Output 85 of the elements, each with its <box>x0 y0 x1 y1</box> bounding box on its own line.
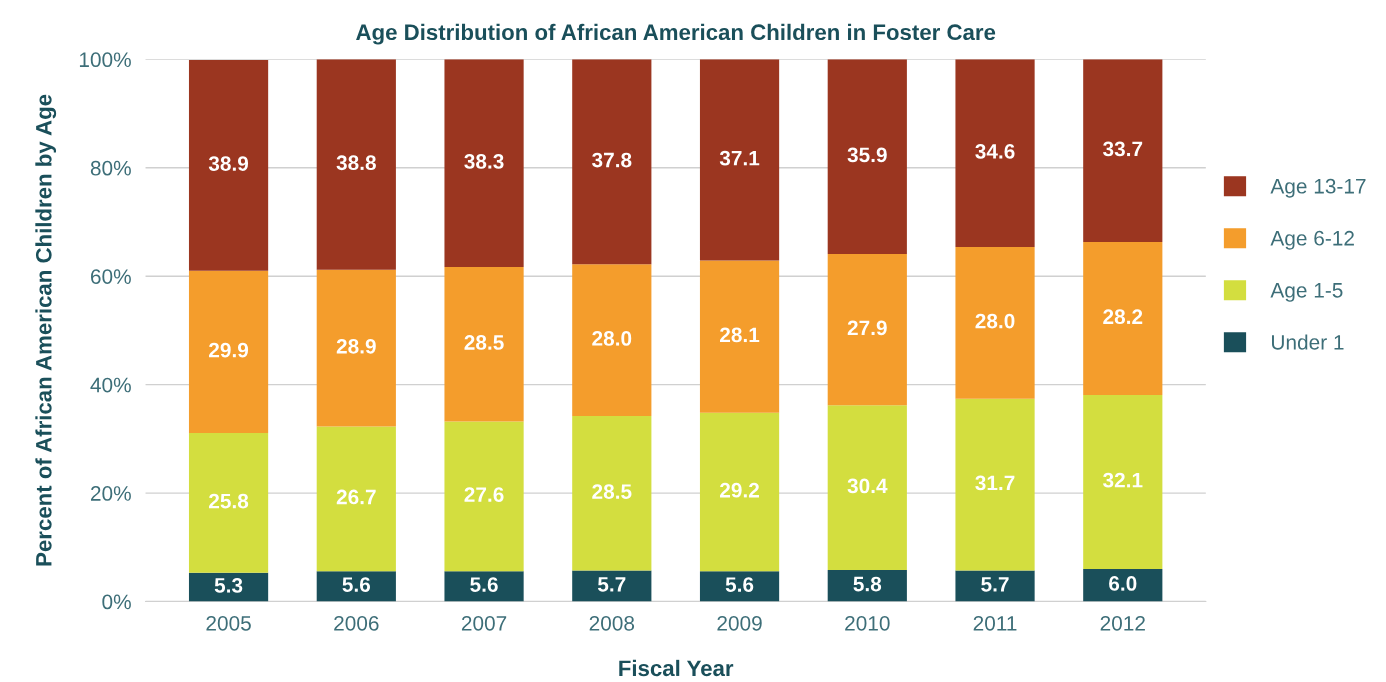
bar <box>827 405 907 571</box>
data-label: 38.9 <box>208 156 249 171</box>
x-tick-label: 2012 <box>1100 615 1145 631</box>
legend-label: Under 1 <box>1272 334 1344 350</box>
bar <box>1083 568 1163 602</box>
y-tick-label: 60% <box>91 269 131 284</box>
y-axis-title: Percent of African American Children by Age <box>35 94 57 566</box>
bar <box>572 570 652 602</box>
data-label: 28.1 <box>720 327 760 343</box>
legend-label: Age 13-17 <box>1270 178 1366 198</box>
bar <box>572 416 652 571</box>
data-label: 5.6 <box>725 577 754 592</box>
x-tick-label: 2005 <box>206 615 251 631</box>
data-label: 6.0 <box>1109 576 1137 591</box>
data-label: 38.8 <box>336 155 376 171</box>
x-axis-title: Fiscal Year <box>619 659 734 677</box>
data-label: 37.1 <box>719 150 760 166</box>
bar <box>444 571 524 602</box>
data-label: 27.9 <box>847 320 887 336</box>
bar <box>444 266 524 422</box>
bar <box>444 421 524 572</box>
x-tick-label: 2006 <box>334 615 379 631</box>
bar <box>955 570 1035 602</box>
data-label: 32.1 <box>1102 472 1143 488</box>
data-label: 28.0 <box>592 331 632 346</box>
data-label: 27.6 <box>464 487 504 502</box>
bar <box>444 59 524 267</box>
data-label: 28.2 <box>1103 309 1143 325</box>
data-label: 5.6 <box>342 577 371 592</box>
bar <box>572 59 652 265</box>
y-tick-label: 20% <box>90 486 131 501</box>
data-label: 5.6 <box>470 577 498 592</box>
bar <box>188 432 269 573</box>
bar <box>188 572 269 602</box>
bar <box>316 59 396 270</box>
bar <box>1083 242 1163 395</box>
data-label: 5.7 <box>597 577 626 592</box>
bar <box>827 570 907 602</box>
data-label: 28.9 <box>336 338 376 354</box>
data-label: 28.0 <box>975 313 1015 329</box>
bar <box>316 269 396 427</box>
bar <box>188 59 269 271</box>
x-tick-label: 2009 <box>717 615 762 631</box>
bar <box>955 59 1035 247</box>
bar <box>699 571 780 602</box>
data-label: 5.7 <box>981 577 1009 592</box>
bar <box>188 270 269 433</box>
x-tick-label: 2010 <box>845 615 890 631</box>
bar <box>572 264 652 417</box>
data-label: 29.2 <box>720 482 759 498</box>
bar <box>955 398 1035 571</box>
bar <box>827 253 907 406</box>
x-tick-label: 2011 <box>973 615 1017 631</box>
data-label: 30.4 <box>847 478 888 494</box>
bar <box>316 426 396 572</box>
data-label: 29.9 <box>209 342 249 358</box>
bar <box>699 260 780 413</box>
data-label: 5.3 <box>214 578 243 593</box>
bar <box>699 59 780 261</box>
y-tick-label: 0% <box>102 594 131 610</box>
bar <box>1083 59 1163 243</box>
chart-title: Age Distribution of African American Children in Foster Care <box>356 23 996 45</box>
data-label: 31.7 <box>975 475 1015 491</box>
y-tick-label: 80% <box>90 160 131 176</box>
legend-label: Age 6-12 <box>1270 230 1354 250</box>
legend-label: Age 1-5 <box>1270 283 1343 302</box>
bar <box>955 246 1035 399</box>
data-label: 26.7 <box>336 489 376 505</box>
data-label: 37.8 <box>592 152 632 168</box>
bar <box>1083 394 1163 569</box>
x-tick-label: 2008 <box>589 615 635 631</box>
x-tick-label: 2007 <box>461 615 507 631</box>
data-label: 28.5 <box>464 335 504 350</box>
data-label: 35.9 <box>847 147 887 163</box>
data-label: 33.7 <box>1102 141 1143 157</box>
bar <box>827 59 907 254</box>
y-tick-label: 100% <box>79 52 131 68</box>
data-label: 5.8 <box>853 576 882 592</box>
bar <box>699 412 780 572</box>
bar <box>316 571 396 602</box>
data-label: 28.5 <box>592 484 632 499</box>
data-label: 25.8 <box>209 493 249 509</box>
data-label: 34.6 <box>975 143 1015 159</box>
y-tick-label: 40% <box>90 377 131 393</box>
data-label: 38.3 <box>464 154 504 169</box>
